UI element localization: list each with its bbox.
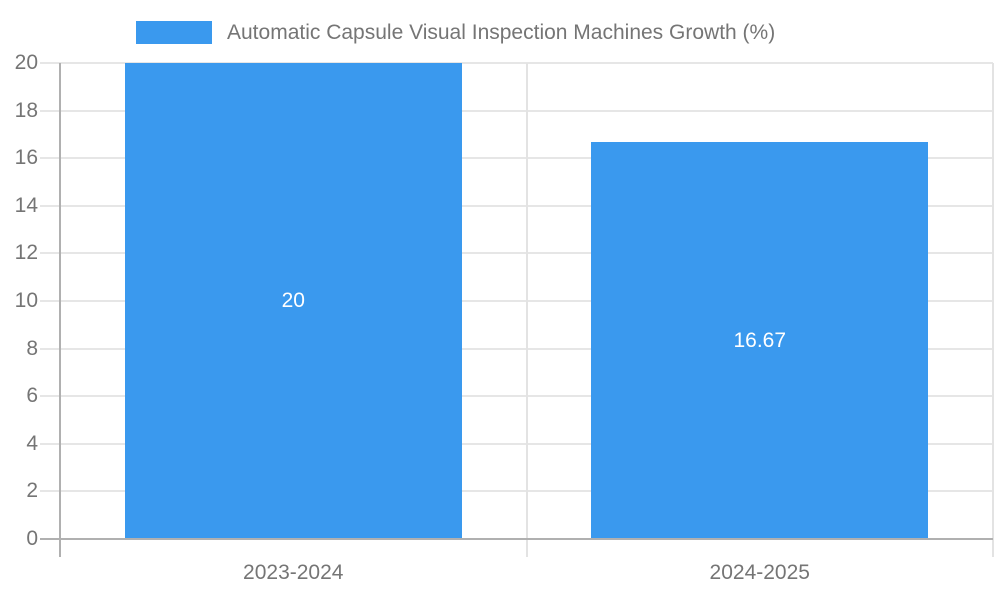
y-gridline — [40, 109, 993, 112]
y-tick-label: 18 — [14, 98, 38, 122]
y-gridline — [40, 347, 993, 350]
y-gridline — [40, 395, 993, 398]
x-tick-label: 2023-2024 — [243, 561, 344, 584]
y-gridline — [40, 300, 993, 302]
chart-legend: Automatic Capsule Visual Inspection Mach… — [136, 21, 775, 44]
y-gridline — [40, 62, 993, 64]
bar — [591, 142, 929, 539]
y-tick-label: 0 — [26, 527, 38, 550]
x-axis-line — [40, 538, 993, 540]
y-gridline — [40, 252, 993, 255]
y-tick-label: 16 — [14, 146, 38, 170]
y-tick-label: 14 — [14, 193, 38, 217]
y-tick-label: 10 — [14, 289, 38, 312]
y-gridline — [40, 490, 993, 493]
y-gridline — [40, 157, 993, 160]
chart-title: Automatic Capsule Visual Inspection Mach… — [227, 20, 776, 44]
y-tick-label: 20 — [14, 51, 38, 74]
y-tick-label: 8 — [26, 336, 38, 360]
x-tick-label: 2024-2025 — [709, 561, 810, 584]
y-tick-label: 6 — [26, 384, 38, 408]
bar-value-label: 16.67 — [733, 328, 787, 352]
x-gridline — [525, 63, 528, 557]
bar-value-label: 20 — [281, 289, 305, 312]
y-tick-label: 12 — [14, 241, 38, 265]
legend-swatch — [136, 21, 212, 44]
y-axis-line — [59, 63, 61, 557]
y-tick-label: 2 — [26, 479, 38, 503]
x-gridline — [992, 63, 994, 557]
y-gridline — [40, 442, 993, 445]
bar — [124, 63, 462, 539]
y-tick-label: 4 — [26, 431, 38, 455]
y-gridline — [40, 204, 993, 207]
